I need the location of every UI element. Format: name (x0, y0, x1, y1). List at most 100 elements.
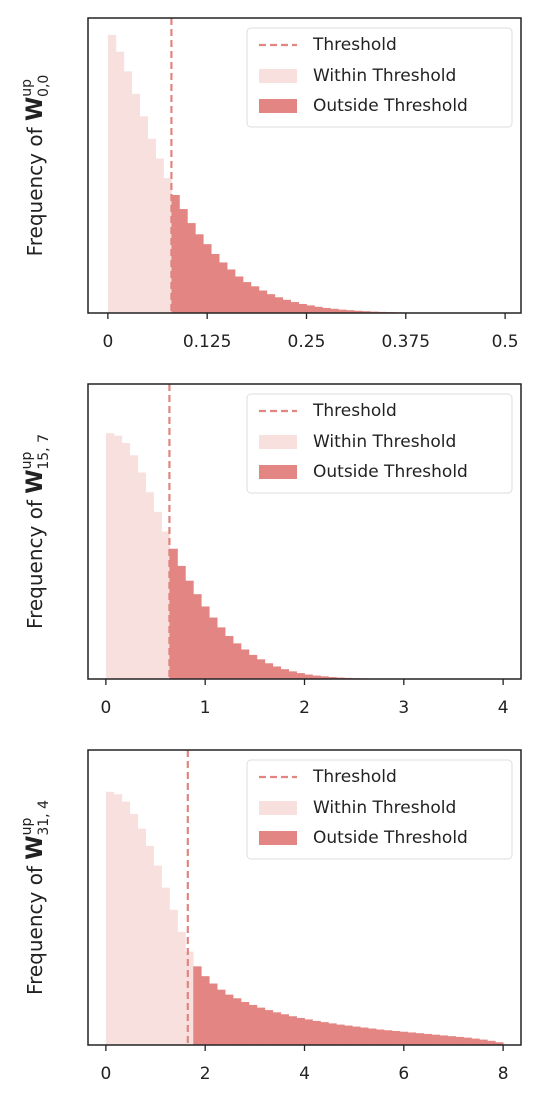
bar (124, 71, 132, 313)
x-tick-label: 0 (100, 1064, 111, 1084)
bar (211, 254, 219, 313)
y-label-sup: up (19, 79, 35, 97)
bar (251, 286, 259, 313)
x-tick-label: 3 (398, 698, 409, 718)
bar (312, 1021, 320, 1045)
bar (138, 473, 146, 680)
bar (156, 158, 164, 313)
y-axis-label: Frequency of Wup31, 4 (19, 800, 52, 995)
bar (299, 304, 307, 313)
bar (209, 984, 217, 1045)
bar (138, 829, 146, 1045)
x-tick-label: 0 (100, 698, 111, 718)
bar (275, 297, 283, 313)
legend-within-patch (259, 801, 297, 815)
legend-label: Outside Threshold (313, 828, 468, 848)
y-axis-label: Frequency of Wup15, 7 (19, 434, 52, 629)
bar (179, 209, 187, 313)
bar (148, 139, 156, 313)
bar (273, 1012, 281, 1045)
x-tick-label: 6 (398, 1064, 409, 1084)
bar (352, 1027, 360, 1045)
bar (241, 1002, 249, 1045)
bar (257, 1008, 265, 1045)
bar (193, 966, 201, 1045)
x-tick-label: 4 (498, 698, 509, 718)
bar (169, 910, 177, 1045)
bar (408, 1032, 416, 1045)
bar (217, 627, 225, 679)
bar (273, 666, 281, 679)
legend-within-patch (259, 69, 297, 83)
bar (297, 1018, 305, 1045)
bar (193, 594, 201, 679)
bar (455, 1037, 463, 1045)
bar (225, 636, 233, 679)
bar (376, 1030, 384, 1045)
bar (400, 1032, 408, 1045)
x-tick-label: 2 (200, 1064, 211, 1084)
bar (392, 1031, 400, 1045)
x-tick-label: 1 (200, 698, 211, 718)
legend-outside-patch (259, 465, 297, 479)
bar (185, 581, 193, 679)
y-label-text: Frequency of (23, 494, 47, 629)
bar (267, 294, 275, 313)
bar (336, 1025, 344, 1045)
bar (305, 1019, 313, 1045)
y-label-sub: 15, 7 (36, 434, 52, 470)
bar (201, 976, 209, 1045)
legend-label: Within Threshold (313, 798, 456, 818)
bar (265, 1010, 273, 1045)
bar (432, 1035, 440, 1045)
y-label-text: Frequency of (23, 860, 47, 995)
bar (146, 492, 154, 679)
bar (130, 814, 138, 1045)
bar (169, 549, 177, 679)
bar (217, 990, 225, 1045)
bar (471, 1039, 479, 1045)
bar (241, 650, 249, 680)
y-label-sub: 31, 4 (36, 800, 52, 836)
x-tick-label: 4 (299, 1064, 310, 1084)
bar (424, 1034, 432, 1045)
bar (384, 1030, 392, 1045)
bar (106, 433, 114, 679)
bar (249, 1005, 257, 1045)
bar (265, 663, 273, 679)
bar (243, 282, 251, 313)
bar (360, 1028, 368, 1045)
legend-label: Threshold (312, 401, 397, 421)
bar (289, 1016, 297, 1045)
bar (219, 262, 227, 313)
legend-label: Within Threshold (313, 432, 456, 452)
x-tick-label: 0.5 (492, 332, 519, 352)
bar (479, 1040, 487, 1045)
x-tick-label: 2 (299, 698, 310, 718)
bar (195, 234, 203, 313)
x-tick-label: 0.25 (288, 332, 326, 352)
bar (154, 512, 162, 679)
bar (320, 1022, 328, 1045)
bar (281, 669, 289, 679)
bar (259, 291, 267, 313)
legend-outside-patch (259, 831, 297, 845)
bar (257, 659, 265, 679)
bar (306, 305, 314, 313)
y-label-text: Frequency of (23, 121, 47, 256)
bar (177, 932, 185, 1045)
bar (249, 655, 257, 679)
bar (416, 1033, 424, 1045)
bar (187, 223, 195, 313)
bar (448, 1036, 456, 1045)
bar (314, 307, 322, 313)
bar (463, 1038, 471, 1045)
bar (108, 35, 116, 313)
bar (281, 1014, 289, 1045)
bar (161, 888, 169, 1045)
x-tick-label: 0.375 (381, 332, 430, 352)
bar (114, 794, 122, 1045)
bar (130, 455, 138, 679)
